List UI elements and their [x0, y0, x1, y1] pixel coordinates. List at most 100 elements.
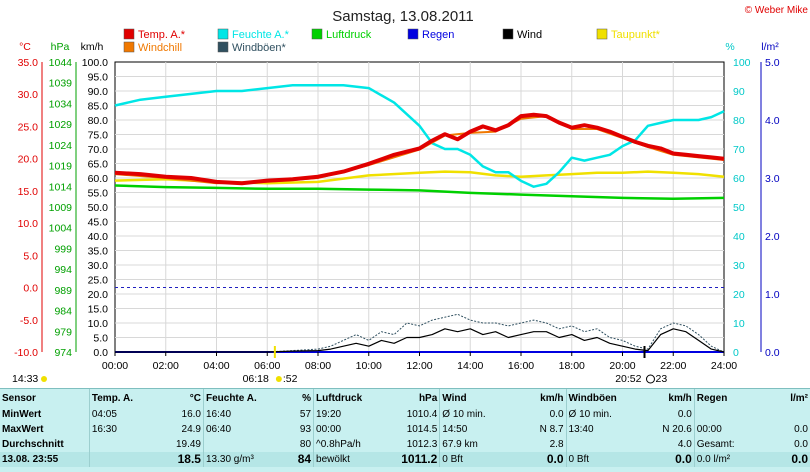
- temp-axis-unit-label: °C: [19, 41, 31, 53]
- series-taupunkt: [114, 170, 725, 185]
- table-header-cell: Wind: [439, 389, 509, 407]
- table-cell: Ø 10 min.: [439, 407, 509, 422]
- table-cell: 19.49: [175, 439, 201, 450]
- table-cell: Gesamt:: [693, 437, 762, 452]
- sunset-time: 20:52: [615, 373, 641, 385]
- temp-axis-tick-label: 5.0: [23, 250, 38, 262]
- table-cell: 04:05: [88, 407, 159, 422]
- humidity-axis-tick-label: 30: [733, 260, 745, 272]
- pressure-axis-tick-label: 1019: [49, 161, 73, 173]
- wind-axis-tick-label: 100.0: [82, 57, 108, 69]
- series-windb-en: [115, 313, 725, 353]
- wind-axis-tick-label: 5.0: [93, 333, 108, 345]
- temp-axis-tick-label: -10.0: [14, 347, 38, 359]
- series-luftdruck: [114, 184, 725, 200]
- day-length: 14:33: [12, 373, 38, 385]
- table-cell: MaxWert: [2, 424, 44, 435]
- table-cell: 16:30: [88, 422, 159, 437]
- wind-axis-tick-label: 85.0: [88, 101, 109, 113]
- x-tick-label: 12:00: [406, 360, 432, 372]
- temp-axis-tick-label: 20.0: [18, 154, 39, 166]
- table-cell: 0.0: [794, 424, 808, 435]
- x-tick-label: 14:00: [457, 360, 483, 372]
- wind-axis-tick-label: 90.0: [88, 86, 109, 98]
- x-tick-label: 04:00: [203, 360, 229, 372]
- wind-axis-tick-label: 25.0: [88, 275, 109, 287]
- table-cell: 2.8: [549, 439, 564, 450]
- table-cell: 00:00: [693, 422, 762, 437]
- pressure-axis-tick-label: 999: [54, 243, 72, 255]
- x-tick-label: 18:00: [559, 360, 585, 372]
- chart-title: Samstag, 13.08.2011: [332, 8, 474, 25]
- table-header-cell: Luftdruck: [313, 389, 383, 407]
- table-cell: ^0.8hPa/h: [313, 437, 383, 452]
- table-cell: 16.0: [181, 409, 201, 420]
- moon-icon: [645, 374, 655, 384]
- series-layer: [114, 83, 725, 353]
- table-cell: 4.0: [677, 439, 692, 450]
- table-cell: 14:50: [439, 422, 509, 437]
- table-cell: [202, 437, 273, 452]
- wind-axis-tick-label: 10.0: [88, 318, 109, 330]
- table-cell: N 20.6: [662, 424, 692, 435]
- wind-axis-tick-label: 15.0: [88, 304, 109, 316]
- legend: Temp. A.* Feuchte A.* Luftdruck Regen Wind Ta…: [123, 28, 661, 54]
- table-header-cell: Windböen: [565, 389, 636, 407]
- wind-axis-tick-label: 95.0: [88, 72, 109, 84]
- table-cell: 00:00: [313, 422, 383, 437]
- table-cell: 1014.5: [406, 424, 438, 435]
- wind-axis-tick-label: 35.0: [88, 246, 109, 258]
- legend-swatch: [123, 28, 135, 40]
- legend-label: Windböen*: [232, 42, 287, 54]
- x-tick-label: 24:00: [711, 360, 737, 372]
- table-cell: 24.9: [181, 424, 201, 435]
- legend-swatch: [217, 41, 229, 53]
- legend-label: Windchill: [138, 42, 182, 54]
- table-header-cell: l/m²: [790, 392, 808, 404]
- table-cell: 84: [272, 452, 314, 467]
- table-cell: bewölkt: [313, 452, 383, 467]
- wind-axis-tick-label: 65.0: [88, 159, 109, 171]
- x-tick-label: 00:00: [102, 360, 128, 372]
- table-cell: [693, 407, 762, 422]
- temp-axis-tick-label: 30.0: [18, 89, 39, 101]
- series-feuchte-a: [114, 83, 725, 188]
- humidity-axis-tick-label: 20: [733, 289, 745, 301]
- legend-label: Taupunkt*: [611, 29, 661, 41]
- series-temp-a: [114, 112, 725, 186]
- table-row: Durchschnitt 19.49 80 ^0.8hPa/h 1012.3 67.9 k…: [0, 437, 810, 452]
- pressure-axis-unit-label: hPa: [51, 41, 70, 53]
- rain-axis-unit-label: l/m²: [761, 41, 779, 53]
- weather-chart: Samstag, 13.08.2011 © Weber Mike Temp. A…: [12, 5, 809, 385]
- table-cell: 06:40: [202, 422, 273, 437]
- legend-label: Temp. A.*: [138, 29, 186, 41]
- table-cell: [565, 437, 636, 452]
- table-header-cell: km/h: [668, 392, 692, 404]
- sunrise-time: 06:18: [243, 373, 269, 385]
- table-cell: 19:20: [313, 407, 383, 422]
- rain-axis-tick-label: 3.0: [765, 173, 780, 185]
- table-cell: 1010.4: [406, 409, 438, 420]
- legend-swatch: [123, 41, 135, 53]
- x-tick-label: 06:00: [254, 360, 280, 372]
- wind-axis-tick-label: 60.0: [88, 173, 109, 185]
- rain-axis-tick-label: 4.0: [765, 115, 780, 127]
- pressure-axis-tick-label: 1029: [49, 119, 73, 131]
- pressure-axis-tick-label: 1014: [49, 181, 73, 193]
- rain-axis-tick-label: 2.0: [765, 231, 780, 243]
- x-tick-label: 02:00: [153, 360, 179, 372]
- temp-axis-tick-label: 35.0: [18, 57, 39, 69]
- summary-table: Sensor Temp. A. °C Feuchte A.% Luftdruck hPa W…: [0, 388, 810, 472]
- pressure-axis-tick-label: 1004: [49, 223, 73, 235]
- table-header-row: Sensor Temp. A. °C Feuchte A.% Luftdruck hPa W…: [0, 389, 810, 407]
- humidity-axis-tick-label: 80: [733, 115, 745, 127]
- series-wind: [115, 328, 725, 353]
- copyright-label: © Weber Mike: [745, 5, 809, 16]
- sun-annotations: 06:18:52 20:52 23 14:33: [12, 346, 667, 385]
- table-cell: 0.0: [761, 452, 810, 467]
- wind-axis-tick-label: 45.0: [88, 217, 109, 229]
- wind-axis-tick-label: 20.0: [88, 289, 109, 301]
- sun-icon: [41, 376, 47, 382]
- table-cell: N 8.7: [539, 424, 564, 435]
- table-cell: 57: [299, 409, 312, 420]
